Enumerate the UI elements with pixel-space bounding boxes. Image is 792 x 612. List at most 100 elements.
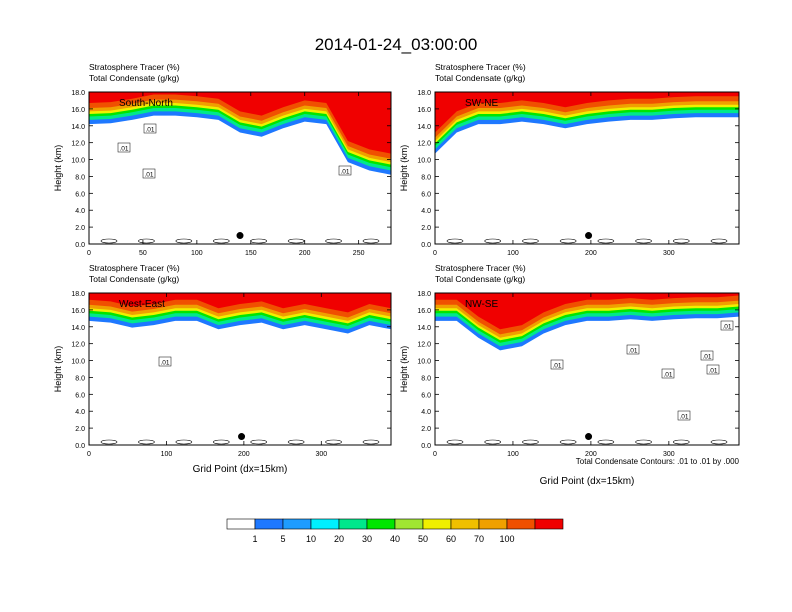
figure-title: 2014-01-24_03:00:00: [315, 35, 478, 54]
panel-label: West-East: [119, 299, 165, 310]
condensate-contour: [250, 439, 268, 445]
y-tick-label: 14.0: [71, 325, 85, 332]
y-tick-label: 0.0: [75, 242, 85, 249]
location-marker: [238, 433, 246, 441]
panel-4: Stratosphere Tracer (%)Total Condensate …: [399, 263, 740, 487]
y-tick-label: 2.0: [421, 225, 431, 232]
condensate-contour: [100, 238, 118, 244]
contour-label: .01: [145, 127, 154, 134]
y-tick-label: 6.0: [75, 191, 85, 198]
contour-label: .01: [552, 363, 561, 370]
condensate-contour: [138, 238, 155, 244]
panel-3: Stratosphere Tracer (%)Total Condensate …: [53, 263, 392, 475]
y-tick-label: 16.0: [71, 107, 85, 114]
x-tick-label: 300: [663, 451, 675, 458]
condensate-contours: [446, 439, 728, 445]
condensate-contour: [597, 439, 615, 445]
location-marker: [585, 433, 593, 441]
colorbar-label: 5: [280, 534, 285, 544]
y-tick-label: 12.0: [417, 342, 431, 349]
contour-label-box: [700, 350, 714, 361]
y-tick-label: 2.0: [75, 225, 85, 232]
condensate-contour: [446, 238, 464, 244]
tracer-band-7: [89, 92, 391, 154]
tracer-band-5: [89, 92, 391, 163]
x-axis-label: Grid Point (dx=15km): [540, 476, 635, 487]
colorbar-swatch: [338, 518, 368, 530]
colorbar-label: 100: [499, 534, 514, 544]
condensate-contour: [325, 238, 342, 244]
x-axis-label: Grid Point (dx=15km): [193, 464, 288, 475]
colorbar-label: 20: [334, 534, 344, 544]
contour-footnote: Total Condensate Contours: .01 to .01 by…: [576, 457, 740, 466]
colorbar-swatch: [394, 518, 424, 530]
y-tick-label: 16.0: [417, 308, 431, 315]
tracer-field: [435, 92, 739, 244]
colorbar-label: 40: [390, 534, 400, 544]
condensate-contour: [522, 238, 539, 244]
y-tick-label: 14.0: [417, 124, 431, 131]
panel-label: South-North: [119, 98, 173, 109]
colorbar-label: 60: [446, 534, 456, 544]
y-tick-label: 16.0: [417, 107, 431, 114]
panel-2: Stratosphere Tracer (%)Total Condensate …: [399, 62, 740, 257]
contour-label-box: [143, 123, 157, 134]
location-marker: [585, 232, 593, 240]
y-tick-label: 18.0: [71, 90, 85, 97]
y-tick-label: 8.0: [421, 375, 431, 382]
y-tick-label: 2.0: [421, 426, 431, 433]
tracer-field: [435, 293, 739, 445]
condensate-contour: [522, 439, 539, 445]
y-tick-label: 10.0: [71, 158, 85, 165]
y-axis-label: Height (km): [399, 145, 409, 192]
location-marker: [236, 232, 244, 240]
colorbar-swatch: [450, 518, 480, 530]
y-tick-label: 12.0: [71, 141, 85, 148]
panel-title-condensate: Total Condensate (g/kg): [89, 274, 179, 284]
condensate-contour: [559, 439, 577, 445]
x-tick-label: 100: [507, 451, 519, 458]
plot-frame: [88, 91, 392, 245]
y-tick-label: 4.0: [421, 208, 431, 215]
x-tick-label: 200: [585, 250, 597, 257]
panel-label: NW-SE: [465, 299, 498, 310]
contour-label-box: [661, 368, 675, 379]
y-axis-label: Height (km): [53, 145, 63, 192]
y-tick-label: 0.0: [75, 443, 85, 450]
condensate-contour: [484, 238, 502, 244]
contour-label-box: [706, 364, 720, 375]
y-tick-label: 8.0: [421, 174, 431, 181]
x-tick-label: 0: [433, 250, 437, 257]
tracer-band-7: [435, 92, 739, 133]
contour-label-box: [626, 344, 640, 355]
contour-label-box: [720, 320, 734, 331]
x-tick-label: 200: [238, 451, 250, 458]
x-tick-label: 100: [191, 250, 203, 257]
y-tick-label: 4.0: [75, 208, 85, 215]
plot-frame: [88, 292, 392, 446]
contour-label: .01: [340, 169, 349, 176]
panel-title-tracer: Stratosphere Tracer (%): [435, 62, 526, 72]
colorbar-swatch: [534, 518, 564, 530]
colorbar-label: 70: [474, 534, 484, 544]
tracer-band-7: [435, 293, 739, 330]
tracer-band-6: [435, 92, 739, 138]
condensate-contour: [559, 238, 577, 244]
y-tick-label: 10.0: [417, 158, 431, 165]
y-tick-label: 10.0: [417, 359, 431, 366]
contour-label-box: [158, 356, 172, 367]
y-tick-label: 0.0: [421, 242, 431, 249]
contour-label: .01: [679, 414, 688, 421]
contour-label: .01: [702, 354, 711, 361]
panel-title-tracer: Stratosphere Tracer (%): [89, 263, 180, 273]
x-tick-label: 300: [315, 451, 327, 458]
y-tick-label: 8.0: [75, 375, 85, 382]
y-tick-label: 14.0: [71, 124, 85, 131]
condensate-contour: [175, 439, 193, 445]
colorbar-label: 10: [306, 534, 316, 544]
y-tick-label: 4.0: [421, 409, 431, 416]
y-tick-label: 18.0: [417, 291, 431, 298]
colorbar-swatch: [282, 518, 312, 530]
x-tick-label: 0: [87, 451, 91, 458]
